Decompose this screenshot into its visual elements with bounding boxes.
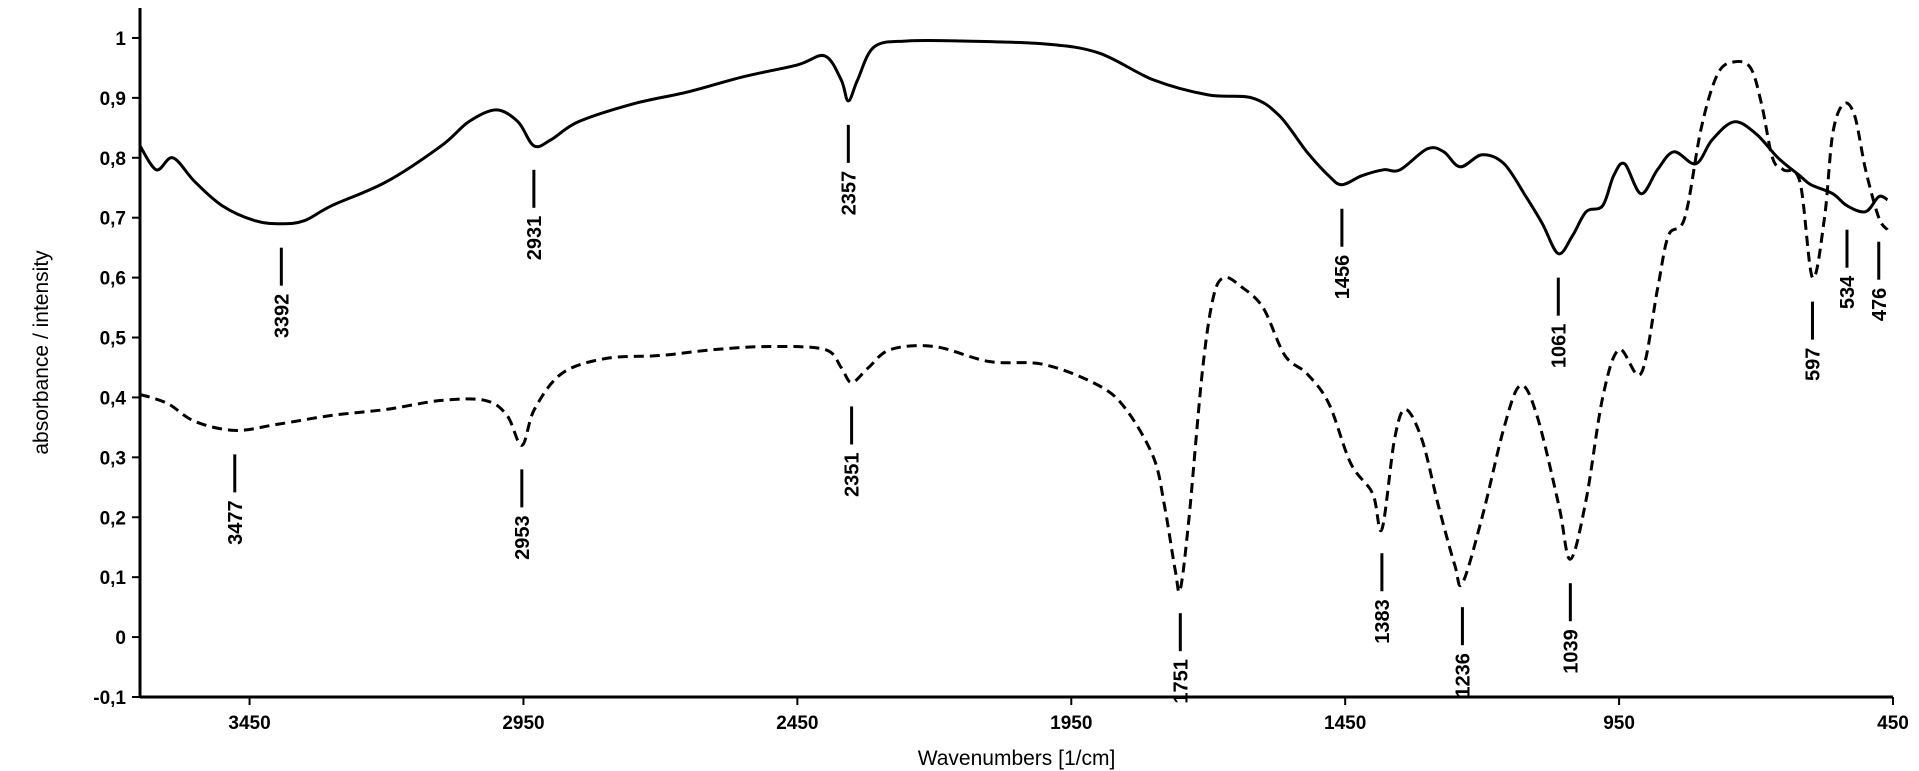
x-tick-label: 450 bbox=[1877, 713, 1909, 734]
y-axis-ticks: -0,1 0 0,1 0,2 0,3 0,4 0,5 0,6 0,7 0,8 0,9 1 bbox=[93, 29, 140, 709]
x-tick-label: 1950 bbox=[1050, 713, 1092, 734]
peak-label: 1061 bbox=[1548, 324, 1570, 369]
peak-label: 1039 bbox=[1560, 629, 1582, 674]
x-tick-label: 2450 bbox=[776, 713, 818, 734]
x-tick-label: 1450 bbox=[1324, 713, 1366, 734]
y-tick-label: 0,7 bbox=[100, 209, 126, 230]
spectrum-line-dashed bbox=[139, 59, 1889, 594]
y-tick-label: 0,5 bbox=[100, 329, 127, 350]
peak-label: 1751 bbox=[1170, 659, 1192, 704]
y-tick-label: -0,1 bbox=[93, 688, 126, 709]
peak-label: 597 bbox=[1802, 348, 1824, 381]
peak-label: 3477 bbox=[225, 500, 247, 545]
y-tick-label: 0 bbox=[115, 628, 126, 649]
y-tick-label: 0,3 bbox=[100, 448, 126, 469]
peak-label: 2357 bbox=[838, 171, 860, 216]
peak-label: 2931 bbox=[524, 216, 546, 260]
peak-label: 1456 bbox=[1332, 255, 1354, 299]
peak-label: 476 bbox=[1869, 288, 1891, 321]
y-axis-title: absorbance / intensity bbox=[30, 250, 53, 455]
y-tick-label: 0,8 bbox=[100, 149, 126, 170]
peak-label: 1383 bbox=[1372, 599, 1394, 644]
spectrum-line-solid bbox=[138, 38, 1889, 256]
y-tick-label: 0,6 bbox=[100, 269, 126, 290]
peak-label: 2953 bbox=[512, 515, 534, 560]
peak-labels: 3392 2931 2357 1456 1061 597 534 476 3477 2953 235… bbox=[225, 124, 1891, 704]
peak-label: 3392 bbox=[271, 294, 293, 339]
x-tick-label: 2950 bbox=[502, 713, 544, 734]
y-tick-label: 0,2 bbox=[100, 508, 126, 529]
peak-label: 534 bbox=[1837, 275, 1859, 309]
y-tick-label: 0,9 bbox=[100, 89, 126, 110]
x-axis-title: Wavenumbers [1/cm] bbox=[918, 747, 1116, 770]
peak-label: 2351 bbox=[842, 452, 864, 497]
y-tick-label: 0,4 bbox=[100, 388, 127, 409]
y-tick-label: 0,1 bbox=[100, 568, 127, 589]
plot-area: 3450 2950 2450 1950 1450 950 450 -0,1 0 0,1 0,2 0,… bbox=[93, 8, 1909, 734]
x-axis-ticks: 3450 2950 2450 1950 1450 950 450 bbox=[228, 697, 1909, 734]
y-tick-label: 1 bbox=[115, 29, 126, 50]
series-group bbox=[138, 38, 1889, 594]
x-tick-label: 3450 bbox=[228, 713, 270, 734]
x-tick-label: 950 bbox=[1603, 713, 1635, 734]
peak-label: 1236 bbox=[1452, 653, 1474, 698]
